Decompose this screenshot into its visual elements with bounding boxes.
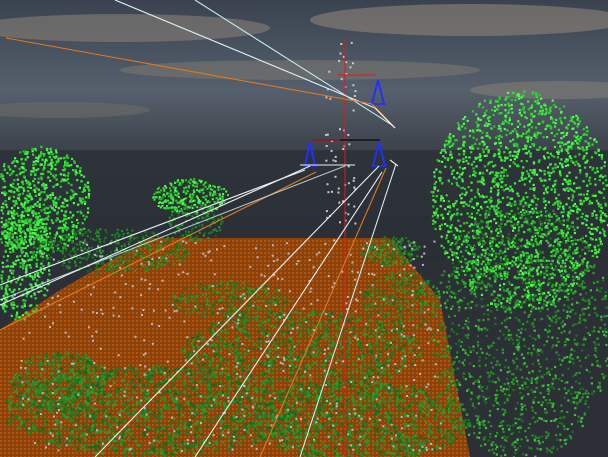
clouds bbox=[0, 4, 608, 118]
power-lines bbox=[0, 0, 399, 457]
ground-cloud bbox=[0, 238, 470, 457]
